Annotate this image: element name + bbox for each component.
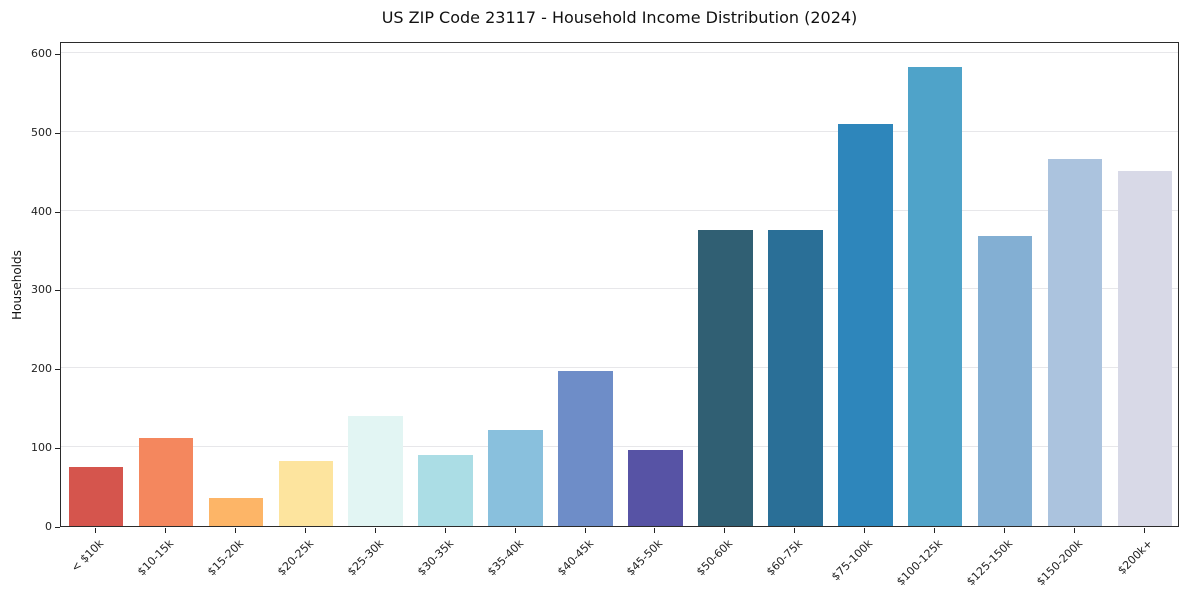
y-tick-mark xyxy=(55,527,60,528)
y-tick-label-100: 100 xyxy=(31,441,52,455)
x-tick-label-$60-75k: $60-75k xyxy=(764,537,806,579)
x-tick-mark xyxy=(864,528,866,533)
x-tick-label-< $10k: < $10k xyxy=(68,537,107,575)
bar-$40-45k xyxy=(558,370,613,526)
x-tick-mark xyxy=(444,528,446,533)
gridline-300 xyxy=(61,288,1178,290)
gridline-100 xyxy=(61,446,1178,448)
gridline-600 xyxy=(61,51,1178,53)
bar-$15-20k xyxy=(208,498,264,526)
x-tick-label-$10-15k: $10-15k xyxy=(134,537,177,579)
bar-$75-100k xyxy=(838,123,893,526)
bar-$20-25k xyxy=(278,461,334,526)
x-tick-label-$35-40k: $35-40k xyxy=(484,537,526,579)
x-tick-mark xyxy=(1144,528,1146,533)
x-tick-label-$20-25k: $20-25k xyxy=(274,537,316,579)
x-tick-mark xyxy=(514,528,516,533)
bar-$25-30k xyxy=(348,415,403,526)
gridline-400 xyxy=(61,209,1178,211)
y-tick-mark xyxy=(55,53,60,55)
x-tick-label-$200k+: $200k+ xyxy=(1115,537,1156,578)
bar-$200k+ xyxy=(1117,171,1173,526)
y-tick-mark xyxy=(55,211,60,213)
y-tick-mark xyxy=(55,448,60,450)
plot-area xyxy=(60,42,1179,527)
x-tick-mark xyxy=(1074,528,1076,533)
bar-$50-60k xyxy=(698,230,753,526)
bar-$35-40k xyxy=(488,429,543,526)
x-tick-mark xyxy=(794,528,796,533)
x-tick-label-$15-20k: $15-20k xyxy=(204,537,247,579)
x-tick-label-$25-30k: $25-30k xyxy=(344,537,386,579)
chart-title: US ZIP Code 23117 - Household Income Dis… xyxy=(381,8,858,27)
y-tick-label-300: 300 xyxy=(31,283,52,297)
y-tick-label-400: 400 xyxy=(31,204,52,218)
bar-$150-200k xyxy=(1047,159,1103,526)
x-tick-mark xyxy=(304,528,306,533)
x-tick-label-$45-50k: $45-50k xyxy=(624,537,666,579)
gridline-200 xyxy=(61,367,1178,369)
bar-$100-125k xyxy=(907,67,963,526)
x-tick-mark xyxy=(934,528,936,533)
x-tick-mark xyxy=(724,528,726,533)
x-tick-label-$100-125k: $100-125k xyxy=(894,537,946,589)
bar-$10-15k xyxy=(138,437,194,526)
bar-$125-150k xyxy=(977,235,1033,526)
y-tick-label-600: 600 xyxy=(31,46,52,60)
y-tick-label-0: 0 xyxy=(45,520,52,533)
x-tick-mark xyxy=(374,528,376,533)
x-tick-label-$125-150k: $125-150k xyxy=(964,537,1016,589)
y-tick-label-200: 200 xyxy=(31,362,52,376)
x-tick-label-$150-200k: $150-200k xyxy=(1034,537,1086,589)
x-tick-mark xyxy=(654,528,656,533)
x-tick-label-$30-35k: $30-35k xyxy=(414,537,456,579)
y-tick-label-500: 500 xyxy=(31,125,52,139)
x-tick-mark xyxy=(1004,528,1006,533)
y-tick-mark xyxy=(55,290,60,292)
y-tick-mark xyxy=(55,132,60,134)
bar-$30-35k xyxy=(418,455,473,526)
bar-< $10k xyxy=(68,466,124,526)
y-tick-mark xyxy=(55,369,60,371)
x-tick-label-$40-45k: $40-45k xyxy=(554,537,596,579)
x-tick-mark xyxy=(234,528,236,533)
bar-$45-50k xyxy=(628,449,683,526)
x-tick-label-$75-100k: $75-100k xyxy=(829,537,876,584)
x-tick-mark xyxy=(94,528,96,533)
gridline-500 xyxy=(61,130,1178,132)
x-tick-mark xyxy=(164,528,166,533)
x-tick-mark xyxy=(584,528,586,533)
bar-$60-75k xyxy=(768,230,823,526)
x-tick-label-$50-60k: $50-60k xyxy=(694,537,736,579)
